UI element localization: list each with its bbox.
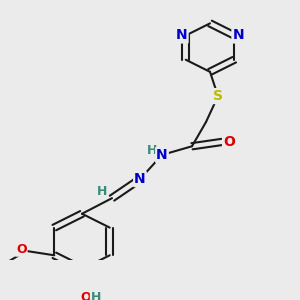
Text: N: N [134, 172, 146, 186]
Text: H: H [147, 144, 157, 157]
Text: O: O [223, 135, 235, 149]
Text: N: N [232, 28, 244, 43]
Text: H: H [91, 291, 101, 300]
Text: N: N [176, 28, 188, 43]
Text: N: N [156, 148, 168, 162]
Text: S: S [213, 89, 223, 103]
Text: O: O [81, 291, 91, 300]
Text: H: H [97, 185, 107, 198]
Text: O: O [16, 243, 27, 256]
